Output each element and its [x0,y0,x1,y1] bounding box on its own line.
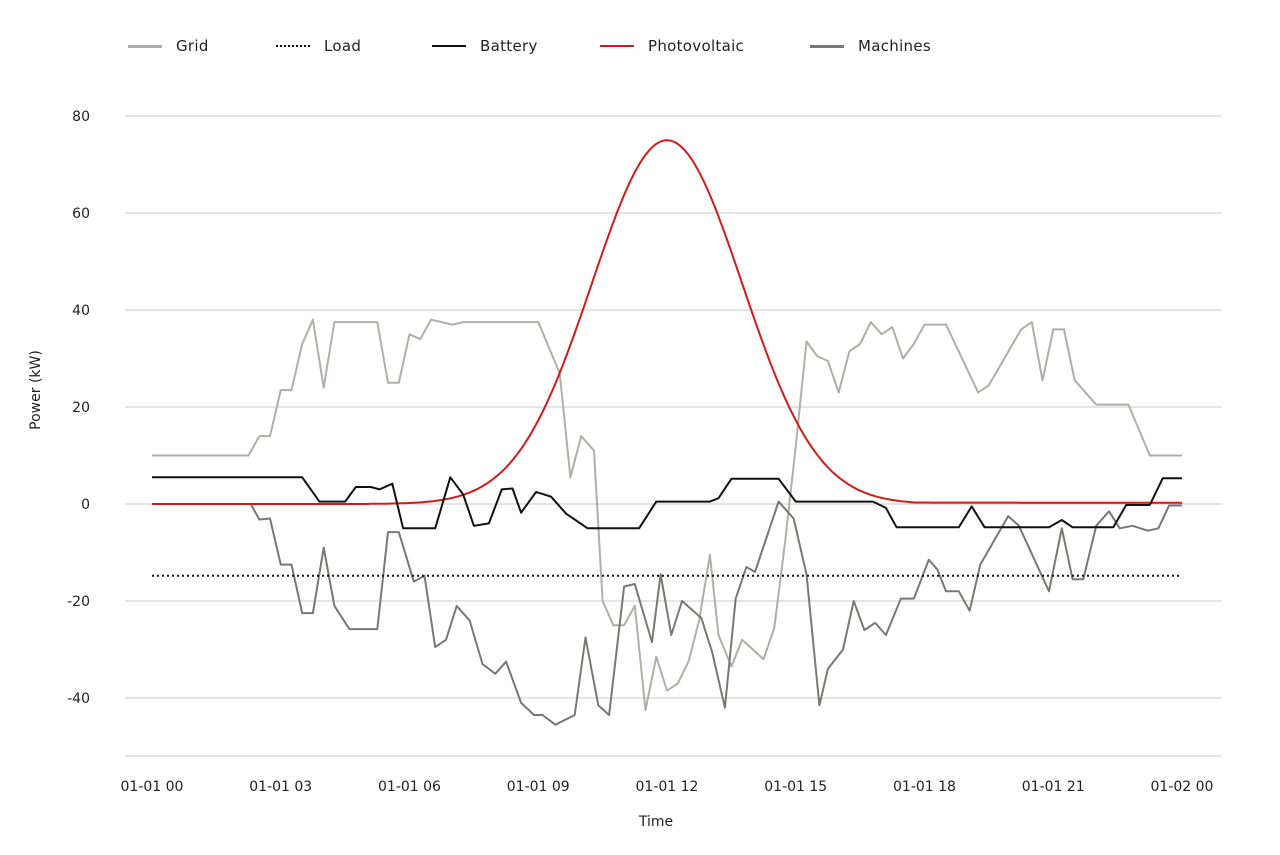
y-tick-label: 20 [72,400,90,416]
x-tick-label: 01-01 00 [121,779,184,795]
legend-item-photovoltaic[interactable]: Photovoltaic [600,36,744,56]
series-lines [152,139,1182,726]
legend-item-grid[interactable]: Grid [128,36,209,56]
series-machines-line [152,500,1182,726]
legend-label: Battery [480,37,538,55]
x-axis-ticks: 01-01 00 01-01 03 01-01 06 01-01 09 01-01 12… [121,779,1214,795]
grid-line-swatch-icon [128,44,162,48]
series-photovoltaic-line [152,139,1182,505]
y-tick-label: 0 [81,497,90,513]
y-tick-label: -20 [67,594,90,610]
x-tick-label: 01-01 09 [507,779,570,795]
x-tick-label: 01-01 15 [764,779,827,795]
series-grid-line [152,318,1182,712]
x-tick-label: 01-02 00 [1151,779,1214,795]
y-tick-label: 60 [72,206,90,222]
x-tick-label: 01-01 21 [1022,779,1085,795]
legend-item-machines[interactable]: Machines [810,36,931,56]
y-tick-label: 80 [72,109,90,125]
load-line-swatch-icon [276,45,310,47]
y-tick-label: -40 [67,691,90,707]
legend-label: Machines [858,37,932,55]
legend-label: Load [324,37,362,55]
gridlines [125,115,1222,757]
legend-label: Photovoltaic [648,37,745,55]
y-tick-label: 40 [72,303,90,319]
x-tick-label: 01-01 12 [636,779,699,795]
battery-line-swatch-icon [432,45,466,47]
y-axis-title: Power (kW) [28,350,44,430]
machines-line-swatch-icon [810,44,844,48]
legend-label: Grid [176,37,209,55]
x-tick-label: 01-01 06 [378,779,441,795]
x-tick-label: 01-01 03 [249,779,312,795]
legend-item-load[interactable]: Load [276,36,361,56]
legend-item-battery[interactable]: Battery [432,36,538,56]
series-battery-line [152,476,1182,530]
x-axis-title: Time [638,814,673,830]
y-axis-ticks: 80 60 40 20 0 -20 -40 [67,109,90,707]
x-tick-label: 01-01 18 [893,779,956,795]
photovoltaic-line-swatch-icon [600,45,634,47]
